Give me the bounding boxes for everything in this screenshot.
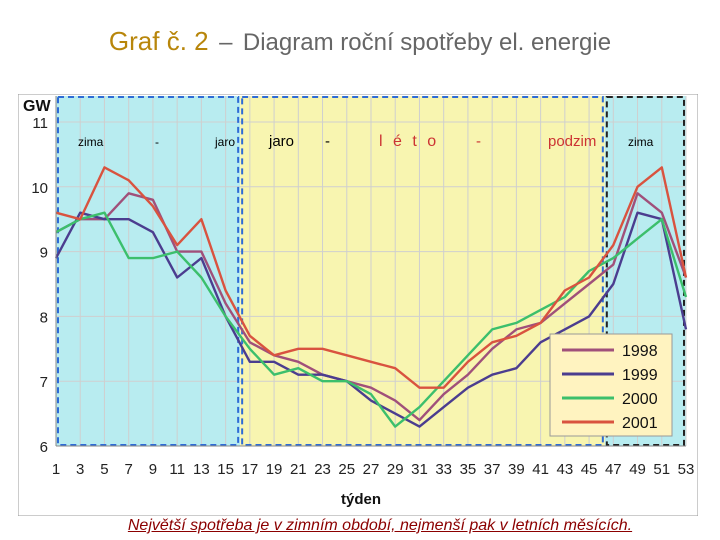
x-tick-label: 49 [629,461,646,478]
season-label: l é t o [379,133,439,150]
x-tick-label: 51 [653,461,670,478]
x-tick-label: 37 [484,461,501,478]
season-label: jaro [268,133,294,150]
x-tick-label: 13 [193,461,210,478]
legend: 1998 1999 2000 2001 [549,333,673,437]
legend-label: 1999 [622,367,658,384]
x-tick-label: 25 [338,461,355,478]
season-label: - [155,135,159,149]
x-tick-label: 9 [149,461,157,478]
y-tick-label: 7 [40,374,48,391]
x-tick-label: 17 [242,461,259,478]
x-tick-label: 11 [169,461,185,478]
x-tick-label: 1 [52,461,60,478]
season-label: podzim [548,133,596,150]
x-axis-label: týden [341,491,381,508]
y-tick-label: 11 [32,115,48,132]
y-tick-label: 10 [31,180,48,197]
x-tick-label: 43 [557,461,574,478]
page-title: Graf č. 2 – Diagram roční spotřeby el. e… [0,26,720,57]
winter-frame-left [57,96,240,446]
x-tick-label: 31 [411,461,428,478]
x-tick-label: 47 [605,461,622,478]
y-tick-label: 9 [40,245,48,262]
y-tick-label: 8 [40,309,48,326]
x-tick-label: 21 [290,461,307,478]
x-tick-label: 53 [678,461,695,478]
series-line-1999 [54,211,688,428]
y-axis-label: GW [23,98,51,115]
x-tick-label: 33 [435,461,452,478]
title-main: Graf č. 2 [108,26,209,56]
x-tick-label: 39 [508,461,525,478]
x-tick-label: 35 [460,461,477,478]
title-sub: Diagram roční spotřeby el. energie [242,29,612,56]
legend-label: 1998 [622,343,658,360]
season-label: - [476,133,481,150]
x-tick-label: 5 [100,461,108,478]
x-tick-label: 19 [266,461,283,478]
x-tick-label: 15 [217,461,234,478]
x-tick-label: 23 [314,461,331,478]
legend-label: 2000 [622,391,658,408]
x-tick-label: 41 [532,461,549,478]
y-tick-label: 6 [40,439,48,456]
x-tick-label: 29 [387,461,404,478]
season-label: - [325,133,330,150]
season-label: jaro [214,135,235,149]
consumption-chart: zima - jaro jaro - l é t o - podzim zima19981999… [18,94,698,516]
title-dash: – [219,29,233,56]
series-line-2001 [55,166,688,389]
x-tick-label: 3 [76,461,84,478]
season-label: zima [78,135,104,149]
summer-frame [241,96,604,446]
series-line-2000 [55,211,688,428]
x-tick-label: 27 [363,461,380,478]
chart-caption: Největší spotřeba je v zimním období, ne… [127,517,633,534]
legend-label: 2001 [622,415,658,432]
x-tick-label: 45 [581,461,598,478]
x-tick-label: 7 [125,461,133,478]
season-label: zima [628,135,654,149]
